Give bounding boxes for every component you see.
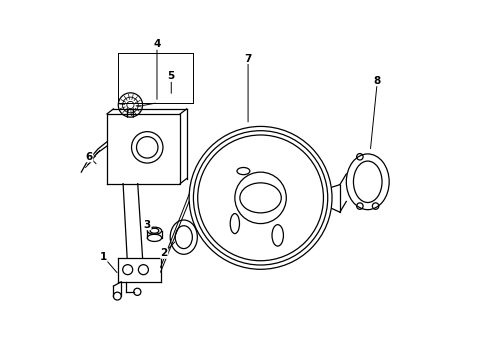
Text: 5: 5 [167,71,175,81]
Text: 3: 3 [143,220,151,230]
Text: 1: 1 [100,252,107,262]
Text: 8: 8 [373,76,380,86]
Text: 2: 2 [160,248,167,258]
Text: 7: 7 [244,54,251,64]
Text: 4: 4 [153,39,161,49]
Text: 6: 6 [85,152,93,162]
